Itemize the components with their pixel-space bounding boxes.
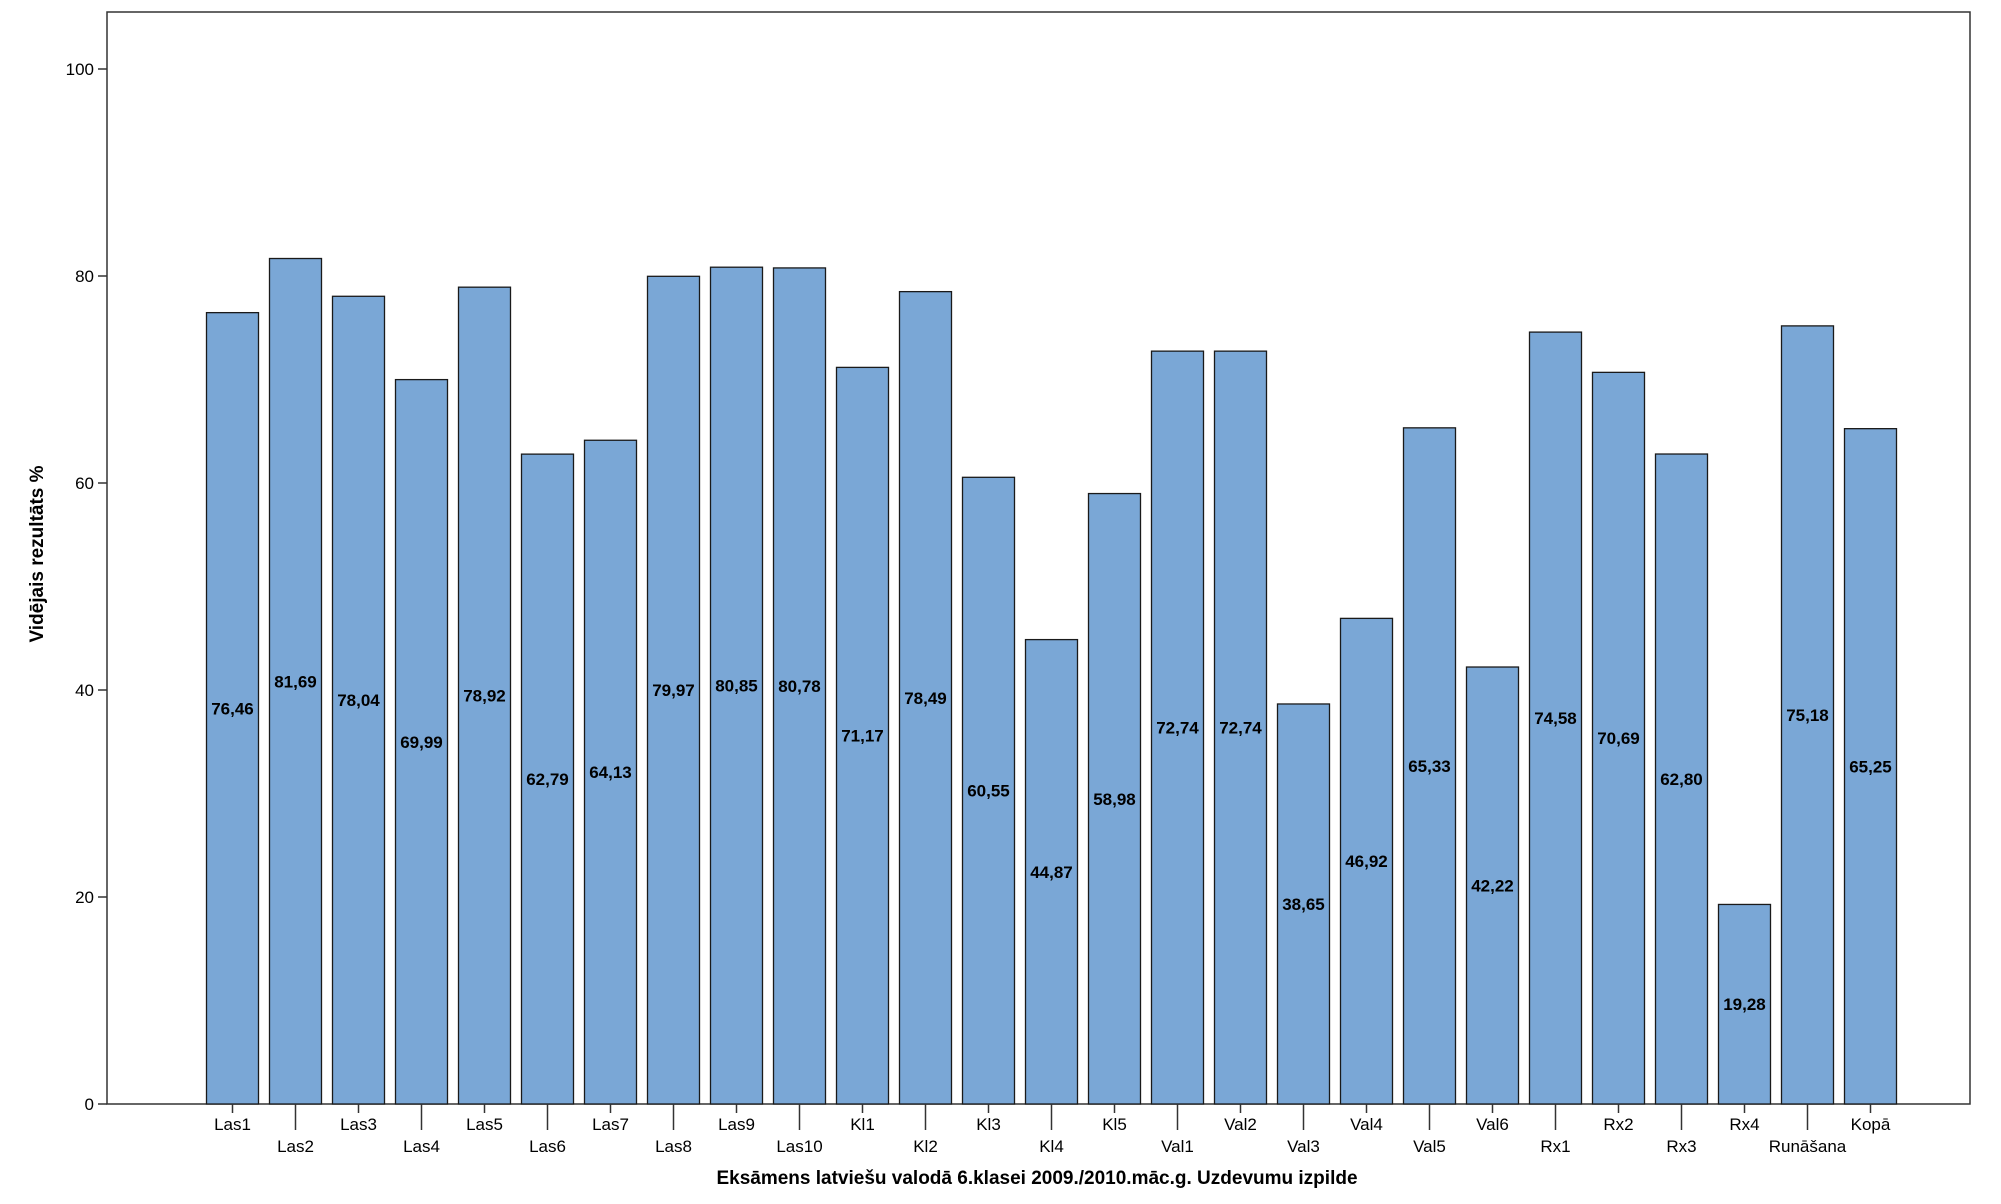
x-tick-label: Las10 <box>776 1137 822 1156</box>
x-tick-label: Kl3 <box>976 1115 1001 1134</box>
data-label: 70,69 <box>1597 729 1640 748</box>
x-tick-label: Rx2 <box>1603 1115 1633 1134</box>
bar-kl3 <box>961 476 1016 1105</box>
bar-las2 <box>268 257 323 1105</box>
data-label: 60,55 <box>967 782 1010 801</box>
bar-rx2 <box>1591 371 1646 1105</box>
data-label: 38,65 <box>1282 895 1325 914</box>
bar-rx3 <box>1654 453 1709 1105</box>
x-tick-label: Las8 <box>655 1137 692 1156</box>
x-tick-label: Rx1 <box>1540 1137 1570 1156</box>
data-label: 74,58 <box>1534 709 1577 728</box>
data-label: 62,80 <box>1660 770 1703 789</box>
x-tick-label: Las6 <box>529 1137 566 1156</box>
x-tick-label: Val6 <box>1476 1115 1509 1134</box>
data-label: 65,25 <box>1849 757 1892 776</box>
x-tick-label: Las1 <box>214 1115 251 1134</box>
x-tick-label: Kl4 <box>1039 1137 1064 1156</box>
bar-kl4 <box>1024 638 1079 1105</box>
x-tick-label: Las2 <box>277 1137 314 1156</box>
data-label: 19,28 <box>1723 995 1766 1014</box>
data-label: 72,74 <box>1156 719 1199 738</box>
bar-las8 <box>646 275 701 1105</box>
data-label: 58,98 <box>1093 790 1136 809</box>
x-tick-label: Val5 <box>1413 1137 1446 1156</box>
bar-las1 <box>205 311 260 1105</box>
bar-val3 <box>1276 703 1331 1105</box>
y-tick-label: 20 <box>75 888 94 907</box>
x-tick-label: Kopā <box>1851 1115 1891 1134</box>
bar-las10 <box>772 267 827 1105</box>
data-label: 46,92 <box>1345 852 1388 871</box>
bar-kl2 <box>898 290 953 1105</box>
data-label: 44,87 <box>1030 863 1073 882</box>
y-tick-label: 40 <box>75 681 94 700</box>
bar-las9 <box>709 266 764 1105</box>
data-label: 79,97 <box>652 681 695 700</box>
x-tick-label: Val2 <box>1224 1115 1257 1134</box>
bar-runāšana <box>1780 325 1835 1105</box>
x-tick-label: Val4 <box>1350 1115 1383 1134</box>
data-label: 71,17 <box>841 727 884 746</box>
x-tick-label: Rx4 <box>1729 1115 1759 1134</box>
x-tick-label: Kl2 <box>913 1137 938 1156</box>
data-label: 42,22 <box>1471 877 1514 896</box>
bar-las5 <box>457 286 512 1105</box>
data-label: 65,33 <box>1408 757 1451 776</box>
x-tick-label: Val1 <box>1161 1137 1194 1156</box>
x-tick-label: Kl5 <box>1102 1115 1127 1134</box>
x-tick-label: Las3 <box>340 1115 377 1134</box>
x-tick-label: Kl1 <box>850 1115 875 1134</box>
bar-val6 <box>1465 666 1520 1105</box>
data-label: 76,46 <box>211 699 254 718</box>
x-axis-title: Eksāmens latviešu valodā 6.klasei 2009./… <box>716 1168 1357 1189</box>
y-axis-title: Vidējais rezultāts % <box>27 465 48 642</box>
data-label: 69,99 <box>400 733 443 752</box>
bar-las4 <box>394 378 449 1105</box>
bar-las3 <box>331 295 386 1105</box>
data-label: 72,74 <box>1219 719 1262 738</box>
bar-val5 <box>1402 427 1457 1105</box>
bars: 76,46 81,69 78,04 69,99 78,92 62,79 64,13 79,97… <box>205 257 1898 1105</box>
bar-las6 <box>520 453 575 1105</box>
data-label: 78,04 <box>337 691 380 710</box>
bar-kl5 <box>1087 492 1142 1105</box>
data-label: 75,18 <box>1786 706 1829 725</box>
data-label: 78,49 <box>904 689 947 708</box>
x-tick-label: Las9 <box>718 1115 755 1134</box>
data-label: 81,69 <box>274 672 317 691</box>
x-tick-label: Las4 <box>403 1137 440 1156</box>
x-tick-label: Las5 <box>466 1115 503 1134</box>
x-tick-label: Las7 <box>592 1115 629 1134</box>
data-label: 78,92 <box>463 687 506 706</box>
data-label: 80,85 <box>715 677 758 696</box>
y-tick-label: 0 <box>85 1095 94 1114</box>
data-label: 64,13 <box>589 763 632 782</box>
x-tick-label: Runāšana <box>1769 1137 1847 1156</box>
bar-val2 <box>1213 350 1268 1105</box>
x-tick-label: Rx3 <box>1666 1137 1696 1156</box>
x-axis: Las1 Las2 Las3 Las4 Las5 Las6 Las7 Las8 Las9 Las1… <box>214 1104 1891 1156</box>
y-tick-label: 100 <box>66 60 94 79</box>
y-tick-label: 80 <box>75 267 94 286</box>
y-tick-label: 60 <box>75 474 94 493</box>
bar-kopā <box>1843 428 1898 1105</box>
y-axis: 0 20 40 60 80 100 <box>66 60 107 1114</box>
data-label: 80,78 <box>778 677 821 696</box>
data-label: 62,79 <box>526 770 569 789</box>
x-tick-label: Val3 <box>1287 1137 1320 1156</box>
